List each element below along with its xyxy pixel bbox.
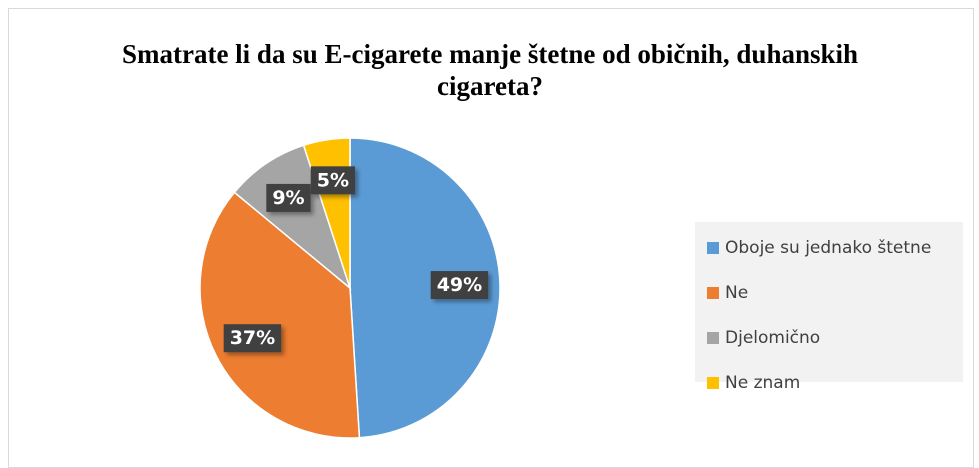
data-label-box xyxy=(223,324,282,353)
data-label-box xyxy=(430,271,489,300)
legend-label: Oboje su jednako štetne xyxy=(725,238,931,258)
pie-slice xyxy=(233,144,352,291)
legend-label: Ne znam xyxy=(725,373,800,393)
chart: 49% 37% 9% 5% Oboje su jednako štetne Ne Djelo… xyxy=(199,137,963,439)
data-label-box xyxy=(310,166,356,195)
legend-swatch xyxy=(707,287,719,299)
legend-swatch xyxy=(707,332,719,344)
chart-title: Smatrate li da su E-cigarete manje štetn… xyxy=(121,39,859,101)
legend-swatch xyxy=(707,377,719,389)
legend-label: Ne xyxy=(725,283,748,303)
data-label: 49% xyxy=(437,274,482,296)
legend-label: Djelomično xyxy=(725,328,820,348)
page: Smatrate li da su E-cigarete manje štetn… xyxy=(8,8,974,468)
data-label: 9% xyxy=(272,187,304,209)
data-label-box xyxy=(266,183,311,212)
data-label: 5% xyxy=(317,169,349,191)
pie-slice xyxy=(349,137,501,439)
legend-swatch xyxy=(707,242,719,254)
data-label: 37% xyxy=(230,327,275,349)
legend-box xyxy=(695,222,963,382)
pie-slice xyxy=(199,191,361,439)
